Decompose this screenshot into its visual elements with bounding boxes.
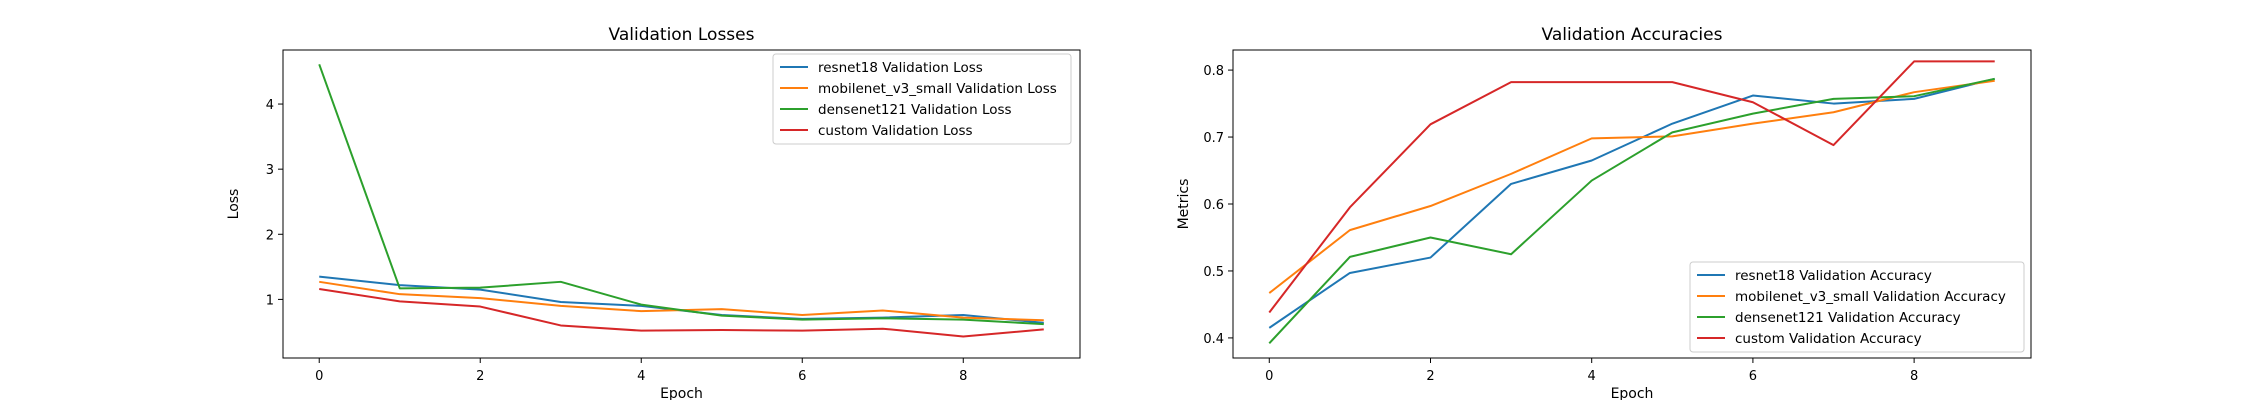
series-line-4 [1268, 60, 1995, 314]
series-line-3 [318, 63, 1044, 326]
loss-chart: 0 2 4 6 8 1 2 3 4 Validation Losses Epoch Loss resne… [226, 25, 1081, 400]
chart-title: Validation Accuracies [1542, 25, 1723, 45]
y-tick-label: 0.6 [1203, 198, 1224, 213]
x-tick-label: 0 [1265, 369, 1273, 384]
legend-label-1: resnet18 Validation Accuracy [1735, 268, 1932, 284]
legend-label-3: densenet121 Validation Accuracy [1735, 310, 1961, 326]
legend-label-1: resnet18 Validation Loss [818, 60, 983, 76]
y-tick-label: 3 [266, 163, 274, 178]
y-tick-label: 4 [266, 98, 274, 113]
x-tick-label: 4 [1588, 369, 1596, 384]
y-axis-label: Metrics [1176, 179, 1192, 230]
legend-label-4: custom Validation Accuracy [1735, 331, 1922, 347]
y-tick-label: 0.8 [1203, 64, 1224, 79]
x-tick-label: 4 [637, 369, 645, 384]
legend-box [772, 53, 1072, 145]
x-tick-label: 8 [959, 369, 967, 384]
legend-label-2: mobilenet_v3_small Validation Loss [818, 81, 1057, 97]
accuracy-chart: 0 2 4 6 8 0.4 0.5 0.6 0.7 0.8 Validation Accuracie… [1176, 25, 2032, 400]
x-tick-label: 0 [315, 369, 323, 384]
chart-title: Validation Losses [609, 25, 755, 45]
legend-label-4: custom Validation Loss [818, 123, 973, 139]
y-tick-label: 1 [266, 293, 274, 308]
y-tick-label: 0.4 [1203, 332, 1224, 347]
x-tick-label: 2 [476, 369, 484, 384]
legend-box [1689, 261, 2025, 353]
y-axis-label: Loss [226, 189, 242, 220]
y-tick-label: 0.7 [1203, 131, 1224, 146]
x-axis-label: Epoch [660, 386, 703, 400]
x-tick-label: 6 [798, 369, 806, 384]
x-axis-label: Epoch [1611, 386, 1654, 400]
x-tick-label: 2 [1426, 369, 1434, 384]
series-line-3 [1268, 77, 1995, 344]
series-line-4 [319, 287, 1044, 338]
y-tick-label: 0.5 [1203, 265, 1224, 280]
y-tick-label: 2 [266, 228, 274, 243]
x-tick-label: 6 [1749, 369, 1757, 384]
legend-label-3: densenet121 Validation Loss [818, 102, 1012, 118]
x-tick-label: 8 [1910, 369, 1918, 384]
legend-label-2: mobilenet_v3_small Validation Accuracy [1735, 289, 2006, 305]
